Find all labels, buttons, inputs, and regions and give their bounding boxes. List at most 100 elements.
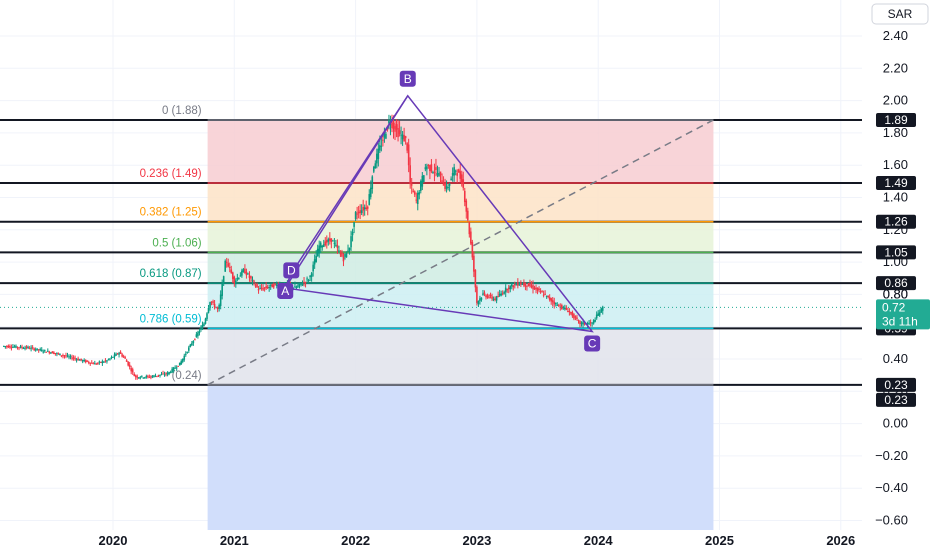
candle[interactable] [43,349,46,353]
candle[interactable] [59,353,61,356]
candle[interactable] [369,180,372,200]
candle[interactable] [410,177,413,194]
candle[interactable] [109,358,111,361]
candle[interactable] [476,285,478,306]
candle[interactable] [110,355,113,360]
candle[interactable] [561,303,563,310]
candle[interactable] [568,308,571,316]
candle[interactable] [359,204,361,220]
candle[interactable] [423,174,425,183]
candle[interactable] [433,163,436,182]
candle[interactable] [348,247,351,255]
candle[interactable] [338,245,340,253]
candle[interactable] [236,273,239,282]
candle[interactable] [371,175,374,194]
candle[interactable] [253,279,255,286]
candle[interactable] [66,352,69,358]
candle[interactable] [501,290,504,296]
candle[interactable] [157,374,160,378]
candle[interactable] [307,278,310,283]
candle[interactable] [142,377,145,379]
candle[interactable] [184,351,187,357]
candle[interactable] [570,311,572,316]
candle[interactable] [377,142,380,167]
candle[interactable] [19,344,22,349]
candle[interactable] [271,283,274,288]
candle[interactable] [244,264,246,274]
candle[interactable] [520,280,522,287]
candle[interactable] [57,352,60,355]
candle[interactable] [482,289,484,296]
candle[interactable] [409,157,411,189]
candle[interactable] [460,170,463,187]
candle[interactable] [426,163,428,176]
candle[interactable] [363,204,366,216]
candle[interactable] [139,375,142,380]
pattern-point-a[interactable]: A [277,282,294,299]
candle[interactable] [556,302,559,306]
candle[interactable] [206,312,208,321]
candle[interactable] [247,272,249,275]
candle[interactable] [445,180,448,193]
candle[interactable] [63,354,66,359]
current-price-badge[interactable] [876,299,930,330]
candle[interactable] [81,359,84,364]
candle[interactable] [521,282,524,286]
candle[interactable] [548,294,551,302]
abcd-pattern[interactable]: A B C D [277,70,601,352]
candle[interactable] [312,261,314,277]
candle[interactable] [406,142,408,154]
candle[interactable] [53,351,55,355]
candle[interactable] [125,358,128,362]
candle[interactable] [118,351,120,358]
candle[interactable] [188,345,190,353]
candle[interactable] [485,294,487,300]
candle[interactable] [565,305,568,311]
candle[interactable] [415,192,418,204]
candle[interactable] [347,244,349,252]
candle[interactable] [33,347,35,352]
candle[interactable] [6,345,8,349]
candle[interactable] [116,352,119,355]
candle[interactable] [598,309,601,317]
candle[interactable] [160,371,163,376]
candle[interactable] [344,253,346,260]
candle[interactable] [251,276,254,286]
candle[interactable] [509,285,512,293]
candle[interactable] [128,361,131,370]
candle[interactable] [506,288,509,293]
candle[interactable] [454,169,457,176]
candle[interactable] [524,282,527,291]
pattern-line-db[interactable] [290,95,409,274]
candle[interactable] [16,346,19,350]
candle[interactable] [115,352,117,356]
candle[interactable] [567,307,569,313]
candle[interactable] [266,284,269,289]
candle[interactable] [376,148,378,169]
candle[interactable] [550,297,552,305]
candle[interactable] [21,344,23,350]
candle[interactable] [498,289,501,297]
candle[interactable] [589,319,592,327]
candle[interactable] [438,167,440,178]
candle[interactable] [141,375,143,378]
candle[interactable] [7,344,10,349]
candle[interactable] [351,228,354,242]
candle[interactable] [169,370,172,374]
candle[interactable] [557,303,560,308]
candle[interactable] [295,285,298,290]
candle[interactable] [27,345,29,350]
candle[interactable] [489,292,492,299]
candle[interactable] [94,360,96,365]
candle[interactable] [488,294,490,299]
candlestick-series[interactable] [3,114,604,380]
candle[interactable] [133,372,136,377]
candle[interactable] [412,188,415,193]
candle[interactable] [321,244,324,251]
candle[interactable] [40,347,43,352]
candle[interactable] [436,165,439,178]
candle[interactable] [495,295,498,304]
candle[interactable] [515,282,518,286]
candle[interactable] [263,287,266,292]
candle[interactable] [212,299,214,305]
